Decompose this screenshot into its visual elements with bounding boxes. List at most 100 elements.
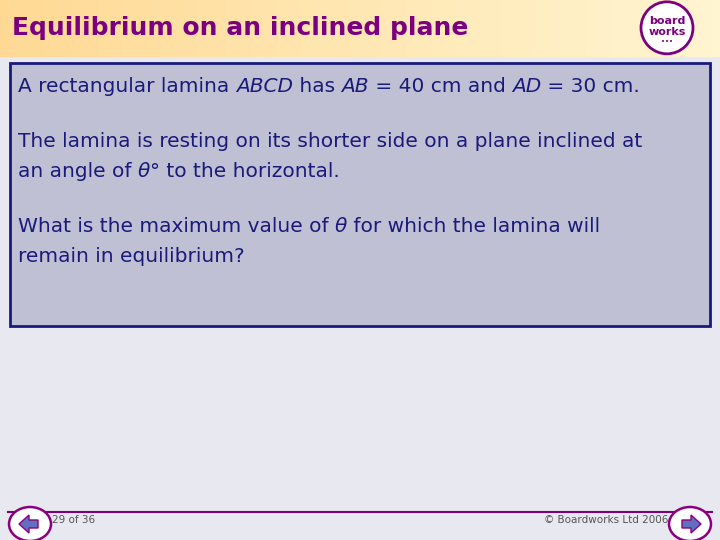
Bar (31, 0, 35, 56)
Bar (718, 0, 720, 56)
Bar (63, 0, 66, 56)
Bar (401, 0, 404, 56)
Bar (415, 0, 418, 56)
Bar (521, 0, 524, 56)
Bar (7, 0, 11, 56)
Bar (86, 0, 90, 56)
Bar (446, 0, 450, 56)
Bar (593, 0, 596, 56)
Bar (646, 0, 649, 56)
Text: remain in equilibrium?: remain in equilibrium? (18, 247, 245, 266)
Polygon shape (19, 515, 38, 533)
Bar (387, 0, 390, 56)
Bar (394, 0, 397, 56)
Bar (487, 0, 490, 56)
Text: has: has (292, 77, 341, 96)
Bar (142, 0, 145, 56)
Bar (384, 0, 387, 56)
Bar (245, 0, 248, 56)
Bar (343, 0, 346, 56)
Bar (288, 0, 292, 56)
Bar (603, 0, 606, 56)
Text: A rectangular lamina: A rectangular lamina (18, 77, 235, 96)
Bar (329, 0, 332, 56)
Bar (341, 0, 344, 56)
Bar (79, 0, 83, 56)
Text: AB: AB (341, 77, 369, 96)
Bar (130, 0, 133, 56)
Bar (693, 0, 697, 56)
Bar (175, 0, 179, 56)
Bar (297, 0, 301, 56)
Bar (295, 0, 299, 56)
Bar (161, 0, 164, 56)
Bar (470, 0, 474, 56)
Bar (238, 0, 241, 56)
Text: AD: AD (512, 77, 541, 96)
Bar (5, 0, 8, 56)
Bar (223, 0, 227, 56)
Bar (269, 0, 272, 56)
Bar (324, 0, 328, 56)
Text: = 30 cm.: = 30 cm. (541, 77, 640, 96)
Bar (526, 0, 529, 56)
Bar (502, 0, 505, 56)
Bar (408, 0, 411, 56)
Bar (27, 0, 30, 56)
Bar (360, 0, 364, 56)
Bar (511, 0, 515, 56)
Bar (45, 0, 49, 56)
Bar (293, 0, 296, 56)
Bar (477, 0, 481, 56)
Bar (439, 0, 443, 56)
Bar (338, 0, 342, 56)
Bar (698, 0, 702, 56)
Bar (427, 0, 431, 56)
Bar (48, 0, 51, 56)
Bar (454, 0, 457, 56)
Bar (639, 0, 642, 56)
Bar (122, 0, 126, 56)
Bar (300, 0, 303, 56)
Text: •••: ••• (661, 39, 673, 45)
Bar (441, 0, 445, 56)
Bar (619, 0, 623, 56)
Bar (670, 0, 673, 56)
Bar (672, 0, 675, 56)
Bar (675, 0, 678, 56)
Bar (290, 0, 294, 56)
Bar (189, 0, 193, 56)
Bar (490, 0, 493, 56)
Bar (374, 0, 378, 56)
Bar (578, 0, 582, 56)
Bar (132, 0, 135, 56)
Bar (254, 0, 258, 56)
Bar (389, 0, 392, 56)
Bar (94, 0, 97, 56)
Bar (156, 0, 159, 56)
Bar (228, 0, 231, 56)
Bar (636, 0, 639, 56)
Bar (243, 0, 246, 56)
Polygon shape (682, 515, 701, 533)
Bar (125, 0, 128, 56)
Bar (626, 0, 630, 56)
Bar (53, 0, 56, 56)
Bar (38, 0, 42, 56)
Bar (607, 0, 611, 56)
Bar (557, 0, 560, 56)
Bar (420, 0, 423, 56)
Bar (192, 0, 195, 56)
Bar (151, 0, 155, 56)
Bar (214, 0, 217, 56)
Text: = 40 cm and: = 40 cm and (369, 77, 512, 96)
Bar (336, 0, 339, 56)
Text: for which the lamina will: for which the lamina will (347, 217, 600, 235)
Bar (84, 0, 87, 56)
Bar (653, 0, 656, 56)
Bar (545, 0, 548, 56)
Bar (554, 0, 558, 56)
Bar (369, 0, 373, 56)
Bar (247, 0, 251, 56)
Bar (715, 0, 719, 56)
